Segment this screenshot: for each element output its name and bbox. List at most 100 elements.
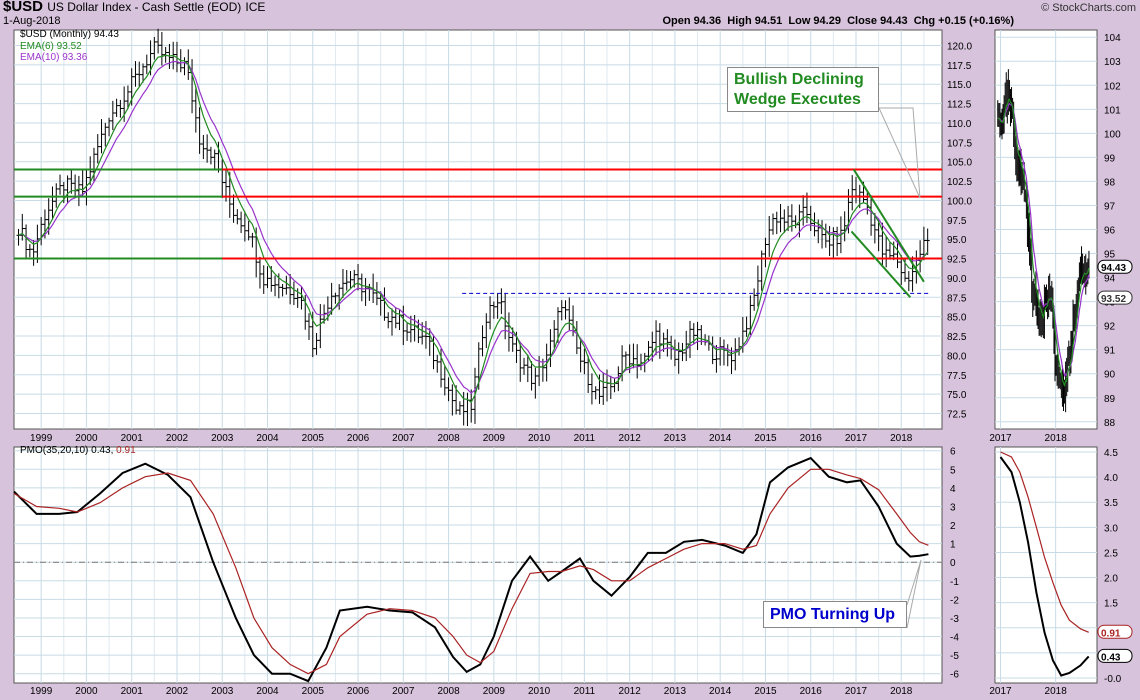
y-tick-label-pmo: -2 (950, 595, 959, 606)
x-tick-label-pmo: 2016 (800, 686, 823, 697)
legend-ema6: EMA(6) 93.52 (20, 41, 82, 52)
y-tick-label-price: 80.0 (947, 351, 967, 362)
pmo-signal-line-weekly (1000, 451, 1089, 633)
x-tick-label-price: 1999 (30, 433, 53, 444)
legend-ema10: EMA(10) 93.36 (20, 52, 88, 63)
legend-pmo: PMO(35,20,10) 0.43, 0.91 (20, 445, 136, 456)
panel-ow (994, 446, 1098, 684)
y-tick-label-weekly-pmo: -0.0 (1104, 674, 1122, 685)
wedge-annotation-line2: Wedge Executes (734, 91, 861, 108)
watermark: © StockCharts.com (1041, 2, 1136, 14)
x-tick-label-price: 2003 (211, 433, 234, 444)
y-tick-label-pmo: 4 (950, 484, 956, 495)
wedge-annotation: Bullish Declining Wedge Executes (727, 67, 879, 112)
x-tick-label-price: 2005 (302, 433, 325, 444)
y-tick-label-pmo: -4 (950, 633, 959, 644)
y-tick-label-weekly: 90 (1104, 370, 1116, 381)
x-tick-label-pmo: 2013 (664, 686, 687, 697)
x-tick-label-pmo: 2005 (302, 686, 325, 697)
ema6-line-weekly (997, 98, 1090, 387)
pmo-annotation-pointer (906, 559, 922, 629)
x-tick-label-price: 2002 (166, 433, 189, 444)
y-tick-label-pmo: 3 (950, 502, 956, 513)
legend-price: $USD (Monthly) 94.43 (20, 29, 119, 40)
y-tick-label-pmo: 2 (950, 521, 956, 532)
x-tick-label-price: 2016 (800, 433, 823, 444)
exchange-label: ICE (245, 0, 266, 14)
y-tick-label-weekly: 99 (1104, 153, 1116, 164)
y-tick-label-weekly-pmo: 2.0 (1104, 574, 1118, 585)
pmo-line-monthly (13, 456, 929, 683)
y-tick-label-price: 117.5 (947, 61, 972, 72)
y-tick-label-price: 110.0 (947, 119, 972, 130)
y-tick-label-price: 97.5 (947, 216, 967, 227)
x-tick-label-pmo: 1999 (30, 686, 53, 697)
weekly-ema-label: 93.52 (1101, 294, 1126, 305)
y-tick-label-weekly: 102 (1104, 81, 1121, 92)
y-tick-label-price: 100.0 (947, 196, 972, 207)
y-tick-label-weekly: 88 (1104, 418, 1116, 429)
x-tick-label-pmo: 2007 (392, 686, 415, 697)
x-tick-label-pmo: 2003 (211, 686, 234, 697)
x-tick-label-pmo: 2006 (347, 686, 370, 697)
y-tick-label-pmo: -5 (950, 651, 959, 662)
x-tick-label-pmo: 2014 (709, 686, 732, 697)
y-tick-label-pmo: -6 (950, 670, 959, 681)
x-tick-label-price: 2013 (664, 433, 687, 444)
x-tick-label-pmo: 2009 (483, 686, 506, 697)
x-tick-label-weekly: 2017 (989, 433, 1012, 444)
x-tick-label-pmo: 2018 (890, 686, 913, 697)
x-tick-label-price: 2009 (483, 433, 506, 444)
quote-summary: Open 94.36 High 94.51 Low 94.29 Close 94… (662, 15, 1014, 27)
x-tick-label-price: 2004 (256, 433, 279, 444)
y-tick-label-pmo: 0 (950, 558, 956, 569)
x-tick-label-price: 2006 (347, 433, 370, 444)
pmo-signal-line-monthly (13, 468, 929, 675)
wedge-upper-line (852, 168, 925, 283)
ema10-line-monthly (18, 60, 929, 394)
chart-date: 1-Aug-2018 (3, 15, 61, 27)
x-tick-label-pmo: 2001 (121, 686, 144, 697)
weekly-last-price-label: 94.43 (1101, 263, 1126, 274)
x-tick-label-pmo: 2015 (754, 686, 777, 697)
y-tick-label-weekly: 89 (1104, 394, 1116, 405)
x-tick-label-pmo: 2002 (166, 686, 189, 697)
x-tick-label-price: 2001 (121, 433, 144, 444)
x-tick-label-pmo: 2000 (75, 686, 98, 697)
y-tick-label-price: 120.0 (947, 41, 972, 52)
y-tick-label-pmo: 6 (950, 447, 956, 458)
pmo-line-weekly (999, 456, 1090, 677)
weekly-pmo-label: 0.43 (1101, 652, 1121, 663)
x-tick-label-pmo: 2012 (619, 686, 642, 697)
x-tick-label-weekly-pmo: 2018 (1045, 686, 1068, 697)
y-tick-label-price: 112.5 (947, 100, 972, 111)
wedge-annotation-pointer (878, 107, 921, 199)
y-tick-label-pmo: -3 (950, 614, 959, 625)
y-tick-label-weekly: 104 (1104, 33, 1121, 44)
y-tick-label-weekly: 94 (1104, 274, 1116, 285)
weekly-pmo-signal-label-box (1097, 624, 1133, 639)
panel-om (13, 446, 943, 684)
ema6-line-monthly (18, 54, 929, 404)
x-tick-label-weekly-pmo: 2017 (989, 686, 1012, 697)
y-tick-label-weekly: 92 (1104, 322, 1116, 333)
y-tick-label-weekly: 98 (1104, 177, 1116, 188)
pmo-annotation: PMO Turning Up (763, 601, 907, 628)
y-tick-label-weekly-pmo: 4.0 (1104, 473, 1118, 484)
wedge-annotation-line1: Bullish Declining (734, 71, 864, 88)
y-tick-label-weekly: 103 (1104, 57, 1121, 68)
symbol-name: US Dollar Index - Cash Settle (EOD) (47, 0, 242, 14)
y-tick-label-weekly: 91 (1104, 346, 1116, 357)
x-tick-label-pmo: 2004 (256, 686, 279, 697)
y-tick-label-weekly-pmo: 3.0 (1104, 523, 1118, 534)
weekly-pmo-label-box (1097, 648, 1133, 663)
x-tick-label-price: 2010 (528, 433, 551, 444)
y-tick-label-price: 102.5 (947, 177, 972, 188)
y-tick-label-price: 105.0 (947, 158, 972, 169)
x-tick-label-price: 2012 (619, 433, 642, 444)
x-tick-label-pmo: 2011 (574, 686, 596, 697)
x-tick-label-price: 2007 (392, 433, 415, 444)
y-tick-label-weekly: 96 (1104, 226, 1116, 237)
y-tick-label-weekly: 101 (1104, 105, 1121, 116)
